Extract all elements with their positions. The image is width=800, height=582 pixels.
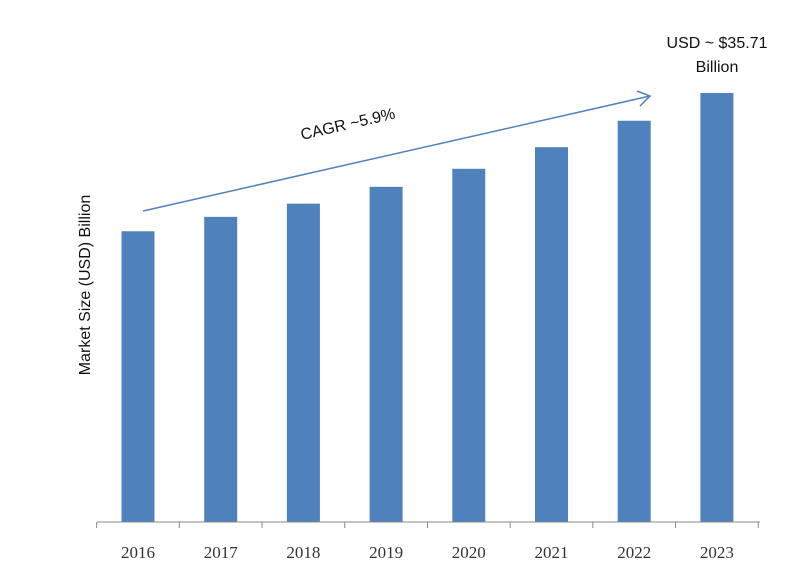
bar-2019 xyxy=(369,186,403,522)
cagr-label: CAGR ~5.9% xyxy=(299,106,397,144)
x-tick-label-2022: 2022 xyxy=(617,543,651,562)
x-tick-label-2019: 2019 xyxy=(369,543,403,562)
cagr-arrow xyxy=(142,90,652,212)
bar-2018 xyxy=(286,203,320,522)
final-value-label-line2: Billion xyxy=(696,59,739,76)
bar-2021 xyxy=(535,147,568,523)
bar-2020 xyxy=(452,168,486,522)
final-value-label-line1: USD ~ $35.71 xyxy=(667,35,768,52)
y-axis-label: Market Size (USD) Billion xyxy=(77,195,94,375)
bar-2016 xyxy=(121,231,155,522)
bar-2017 xyxy=(204,216,238,522)
bar-2023 xyxy=(700,93,734,522)
x-tick-label-2017: 2017 xyxy=(204,543,239,562)
x-tick-label-2020: 2020 xyxy=(452,543,486,562)
x-tick-label-2016: 2016 xyxy=(121,543,155,562)
x-tick-label-2018: 2018 xyxy=(286,543,320,562)
x-tick-label-2023: 2023 xyxy=(700,543,734,562)
bar-2022 xyxy=(617,120,651,523)
x-tick-label-2021: 2021 xyxy=(535,543,569,562)
